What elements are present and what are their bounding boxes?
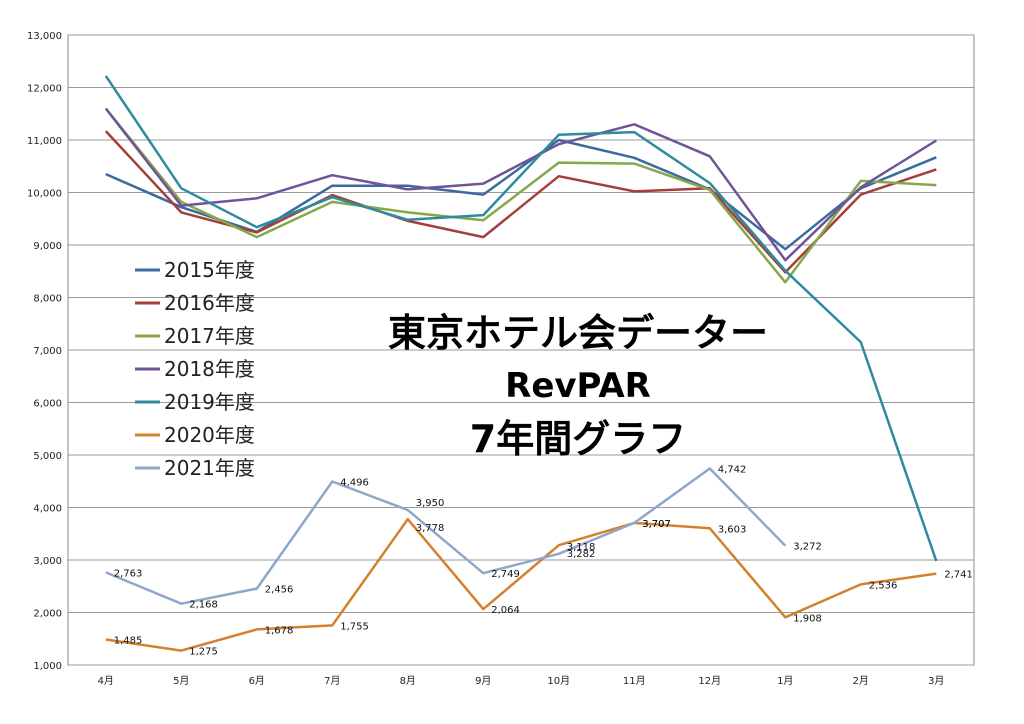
chart-title-line-3: 7年間グラフ — [470, 417, 686, 461]
legend-label: 2017年度 — [164, 324, 255, 348]
series-lines — [104, 75, 938, 652]
legend-label: 2016年度 — [164, 291, 255, 315]
series-line — [104, 130, 937, 274]
y-tick-label: 1,000 — [33, 661, 62, 672]
chart-title-line-1: 東京ホテル会データー — [388, 311, 768, 355]
data-label: 1,485 — [114, 636, 143, 647]
data-label: 1,275 — [189, 647, 218, 658]
x-tick-label: 6月 — [249, 675, 265, 687]
x-tick-label: 8月 — [400, 675, 416, 687]
y-tick-label: 13,000 — [27, 31, 62, 42]
legend-label: 2019年度 — [164, 390, 255, 414]
data-label: 1,678 — [265, 625, 294, 636]
data-label: 3,282 — [567, 549, 596, 560]
y-tick-label: 10,000 — [27, 189, 62, 200]
y-tick-label: 3,000 — [33, 556, 62, 567]
data-label: 2,064 — [491, 605, 520, 616]
x-tick-label: 12月 — [698, 675, 721, 687]
series-line — [104, 107, 937, 262]
series-line — [105, 467, 787, 605]
y-tick-label: 4,000 — [33, 504, 62, 515]
data-label: 3,272 — [793, 542, 822, 553]
legend-label: 2015年度 — [164, 258, 255, 282]
x-axis: 4月 5月 6月 7月 8月 9月 10月 11月 12月 1月 2月 3月 — [98, 675, 945, 687]
x-tick-label: 1月 — [777, 675, 793, 687]
x-tick-label: 11月 — [623, 675, 646, 687]
x-tick-label: 2月 — [853, 675, 869, 687]
y-axis: 1,000 2,000 3,000 4,000 5,000 6,000 7,000 8,000… — [27, 31, 62, 672]
x-tick-label: 5月 — [173, 675, 189, 687]
data-label: 2,168 — [189, 600, 218, 611]
series-line — [104, 75, 938, 562]
data-label: 3,118 — [567, 542, 596, 553]
data-label: 2,763 — [114, 568, 143, 579]
data-label: 3,950 — [416, 498, 445, 509]
legend-label: 2020年度 — [164, 423, 255, 447]
data-label: 2,749 — [491, 569, 520, 580]
data-labels: 1,485 1,275 1,678 1,755 3,778 2,064 3,282 3,707… — [114, 465, 973, 658]
y-tick-label: 12,000 — [27, 84, 62, 95]
series-line — [104, 107, 937, 284]
data-label: 1,908 — [793, 613, 822, 624]
data-label: 4,742 — [718, 465, 747, 476]
y-tick-label: 2,000 — [33, 609, 62, 620]
y-tick-label: 9,000 — [33, 241, 62, 252]
x-tick-label: 10月 — [547, 675, 570, 687]
series-line — [105, 517, 937, 652]
x-tick-label: 7月 — [324, 675, 340, 687]
x-tick-label: 4月 — [98, 675, 114, 687]
y-tick-label: 11,000 — [27, 136, 62, 147]
data-label: 4,496 — [340, 477, 369, 488]
y-tick-label: 8,000 — [33, 294, 62, 305]
legend-label: 2021年度 — [164, 456, 255, 480]
data-label: 3,707 — [642, 519, 671, 530]
data-label: 2,456 — [265, 585, 294, 596]
legend: 2015年度 2016年度 2017年度 2018年度 2019年度 2020年度 2021… — [135, 258, 255, 480]
data-label: 2,741 — [944, 570, 973, 581]
data-label: 3,603 — [718, 524, 747, 535]
data-label: 2,536 — [869, 580, 898, 591]
data-label: 3,707 — [642, 519, 671, 530]
x-tick-label: 9月 — [475, 675, 491, 687]
y-tick-label: 7,000 — [33, 346, 62, 357]
data-label: 1,755 — [340, 621, 369, 632]
y-tick-label: 5,000 — [33, 451, 62, 462]
chart-title-line-2: RevPAR — [505, 366, 651, 406]
x-tick-label: 3月 — [928, 675, 944, 687]
data-label: 3,778 — [416, 523, 445, 534]
y-tick-label: 6,000 — [33, 399, 62, 410]
legend-label: 2018年度 — [164, 357, 255, 381]
